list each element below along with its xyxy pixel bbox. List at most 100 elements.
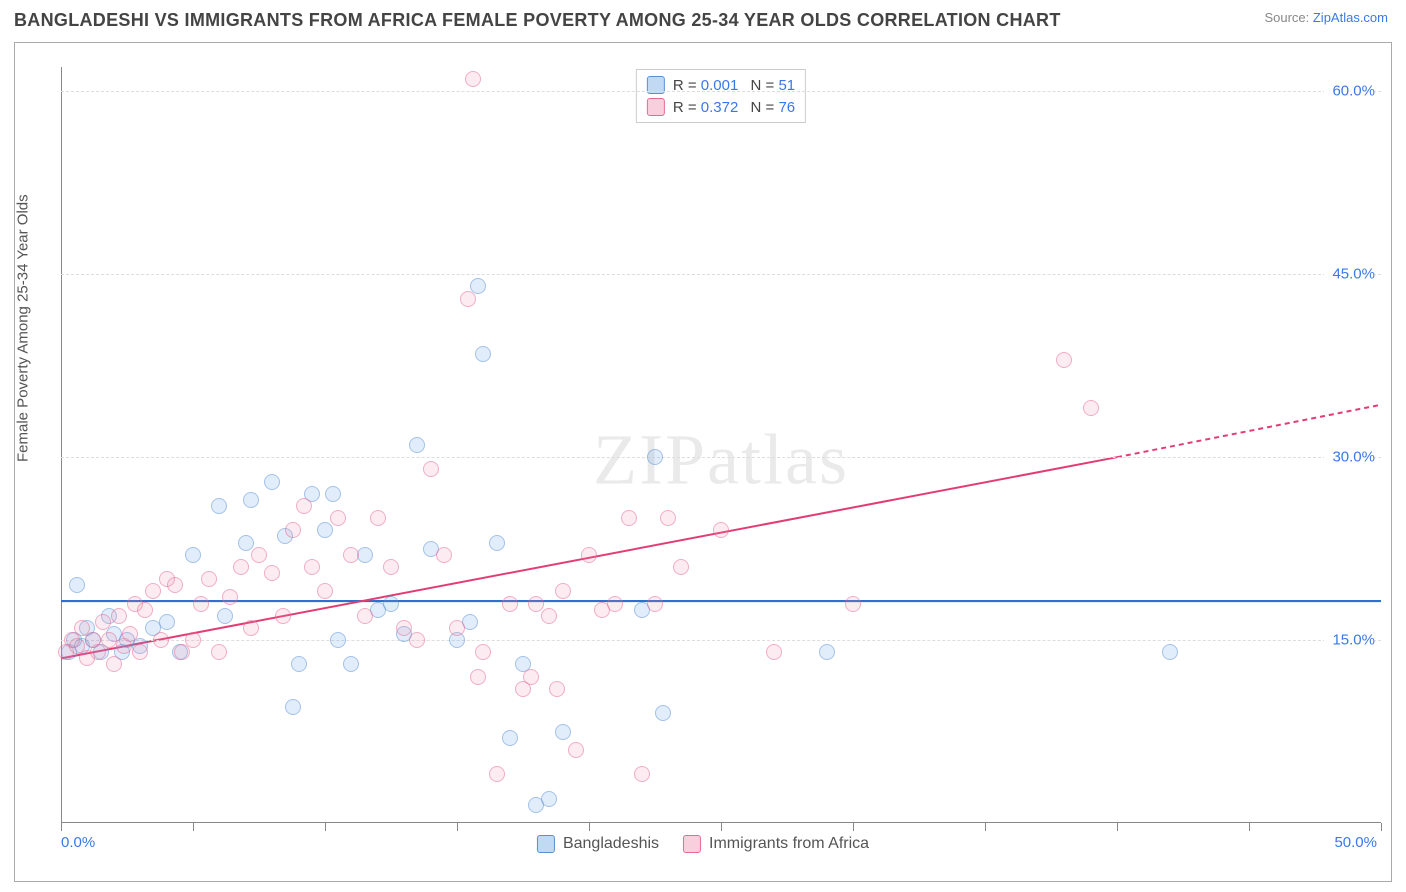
stats-row-bangladeshis: R = 0.001 N = 51 <box>647 74 795 96</box>
data-point-africa <box>436 547 452 563</box>
x-tick <box>61 823 62 831</box>
data-point-africa <box>111 608 127 624</box>
data-point-bangladeshis <box>555 724 571 740</box>
data-point-africa <box>285 522 301 538</box>
data-point-africa <box>317 583 333 599</box>
data-point-africa <box>122 626 138 642</box>
gridline-h <box>61 91 1381 92</box>
chart-container: Female Poverty Among 25-34 Year Olds ZIP… <box>14 42 1392 882</box>
data-point-africa <box>673 559 689 575</box>
data-point-africa <box>222 589 238 605</box>
x-tick <box>985 823 986 831</box>
stats-legend-box: R = 0.001 N = 51 R = 0.372 N = 76 <box>636 69 806 123</box>
data-point-bangladeshis <box>409 437 425 453</box>
legend-item-africa: Immigrants from Africa <box>683 835 869 853</box>
data-point-africa <box>243 620 259 636</box>
source-attribution: Source: ZipAtlas.com <box>1264 10 1388 25</box>
data-point-africa <box>766 644 782 660</box>
data-point-africa <box>211 644 227 660</box>
swatch-pink-icon <box>647 98 665 116</box>
data-point-africa <box>660 510 676 526</box>
y-axis-label: Female Poverty Among 25-34 Year Olds <box>15 194 32 462</box>
data-point-africa <box>101 632 117 648</box>
data-point-africa <box>357 608 373 624</box>
data-point-bangladeshis <box>383 596 399 612</box>
data-point-africa <box>95 614 111 630</box>
data-point-bangladeshis <box>159 614 175 630</box>
data-point-bangladeshis <box>264 474 280 490</box>
data-point-bangladeshis <box>69 577 85 593</box>
x-tick <box>853 823 854 831</box>
x-tick <box>1249 823 1250 831</box>
data-point-africa <box>251 547 267 563</box>
data-point-africa <box>713 522 729 538</box>
plot-area: ZIPatlas R = 0.001 N = 51 R = 0.372 N = … <box>61 67 1381 823</box>
data-point-africa <box>502 596 518 612</box>
data-point-africa <box>423 461 439 477</box>
source-link[interactable]: ZipAtlas.com <box>1313 10 1388 25</box>
x-axis-start-label: 0.0% <box>61 834 95 851</box>
data-point-africa <box>304 559 320 575</box>
data-point-africa <box>1083 400 1099 416</box>
data-point-africa <box>568 742 584 758</box>
data-point-africa <box>137 602 153 618</box>
data-point-bangladeshis <box>647 449 663 465</box>
data-point-africa <box>465 71 481 87</box>
x-tick <box>1381 823 1382 831</box>
gridline-h <box>61 640 1381 641</box>
x-tick <box>1117 823 1118 831</box>
data-point-bangladeshis <box>502 730 518 746</box>
data-point-africa <box>185 632 201 648</box>
watermark: ZIPatlas <box>593 419 849 502</box>
data-point-bangladeshis <box>819 644 835 660</box>
data-point-africa <box>449 620 465 636</box>
data-point-bangladeshis <box>343 656 359 672</box>
data-point-africa <box>396 620 412 636</box>
trendlines-svg <box>61 67 1381 823</box>
data-point-bangladeshis <box>1162 644 1178 660</box>
data-point-africa <box>460 291 476 307</box>
data-point-africa <box>343 547 359 563</box>
data-point-bangladeshis <box>211 498 227 514</box>
data-point-africa <box>523 669 539 685</box>
data-point-africa <box>647 596 663 612</box>
y-tick-label: 60.0% <box>1324 83 1375 100</box>
data-point-africa <box>634 766 650 782</box>
data-point-africa <box>330 510 346 526</box>
data-point-africa <box>555 583 571 599</box>
gridline-h <box>61 457 1381 458</box>
data-point-africa <box>370 510 386 526</box>
y-tick-label: 15.0% <box>1324 632 1375 649</box>
data-point-africa <box>145 583 161 599</box>
stats-row-africa: R = 0.372 N = 76 <box>647 96 795 118</box>
y-axis-line <box>61 67 62 823</box>
data-point-bangladeshis <box>475 346 491 362</box>
x-tick <box>193 823 194 831</box>
x-tick <box>325 823 326 831</box>
data-point-africa <box>541 608 557 624</box>
data-point-africa <box>275 608 291 624</box>
y-tick-label: 45.0% <box>1324 266 1375 283</box>
data-point-africa <box>581 547 597 563</box>
data-point-bangladeshis <box>238 535 254 551</box>
data-point-africa <box>201 571 217 587</box>
legend-item-bangladeshis: Bangladeshis <box>537 835 659 853</box>
y-tick-label: 30.0% <box>1324 449 1375 466</box>
data-point-bangladeshis <box>217 608 233 624</box>
data-point-bangladeshis <box>317 522 333 538</box>
data-point-africa <box>383 559 399 575</box>
data-point-bangladeshis <box>325 486 341 502</box>
bottom-legend: Bangladeshis Immigrants from Africa <box>537 835 869 853</box>
data-point-africa <box>528 596 544 612</box>
data-point-bangladeshis <box>330 632 346 648</box>
data-point-bangladeshis <box>541 791 557 807</box>
data-point-africa <box>489 766 505 782</box>
data-point-africa <box>409 632 425 648</box>
data-point-africa <box>106 656 122 672</box>
swatch-pink-icon <box>683 835 701 853</box>
data-point-bangladeshis <box>291 656 307 672</box>
data-point-africa <box>132 644 148 660</box>
data-point-africa <box>470 669 486 685</box>
x-tick <box>589 823 590 831</box>
x-axis-end-label: 50.0% <box>1334 834 1377 851</box>
